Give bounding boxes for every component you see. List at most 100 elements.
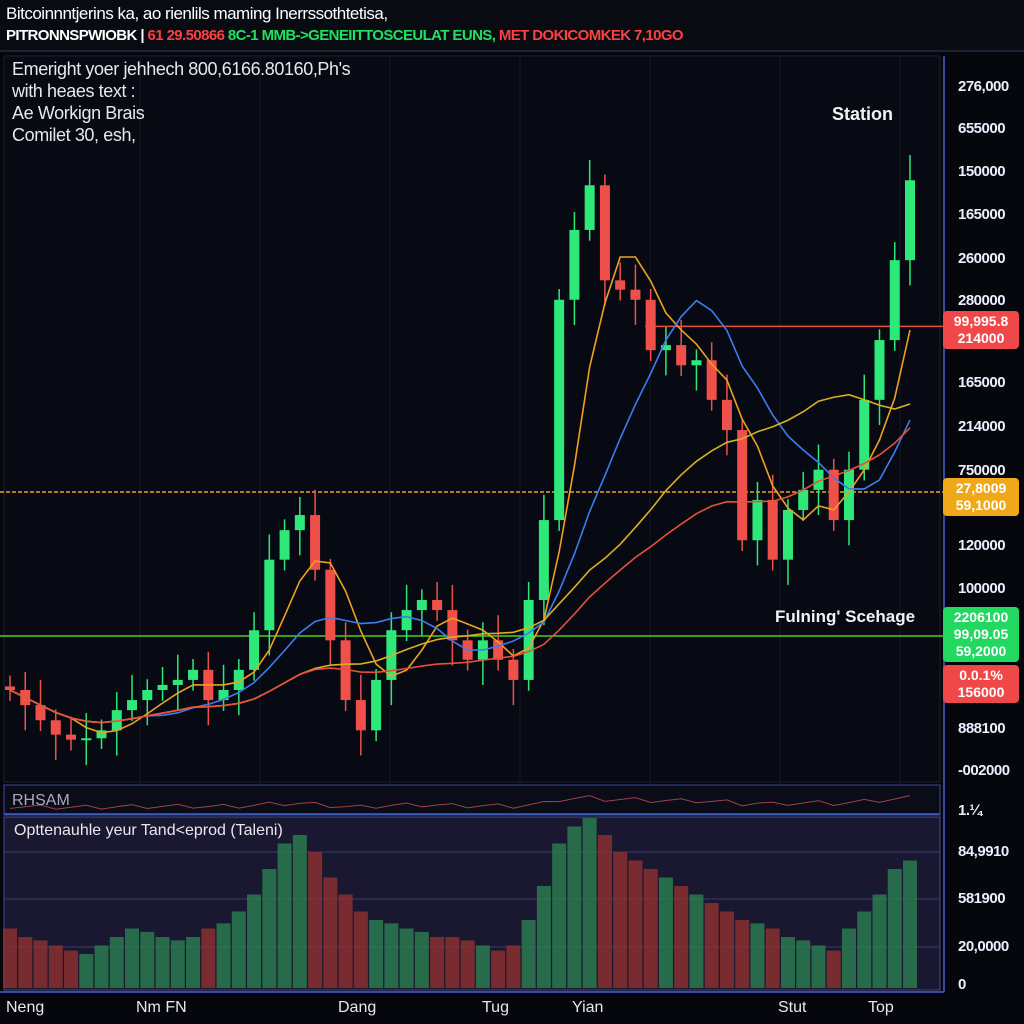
ticker-change: 8C-1 MMB->GENEIITTOSCEULAT EUNS, [227,27,496,44]
price-axis-label: 888100 [958,720,1006,737]
info-line: Ae Workign Brais [12,103,145,123]
volume-bar [3,928,17,988]
candle-down [737,430,748,541]
x-axis-label: Yian [572,999,604,1016]
candle-up [782,510,793,560]
candle-up [157,684,168,690]
volume-bar [186,937,201,988]
candle-up [249,630,260,670]
volume-bar [475,945,490,988]
candle-up [172,679,183,685]
candle-up [218,690,229,701]
volume-bar [308,852,323,988]
candle-down [447,610,458,641]
ticker-price: 61 29.50866 [147,27,225,44]
ticker-symbol: PITRONNSPWIOBK | [6,27,145,44]
info-line: with heaes text : [12,81,136,101]
volume-bar [857,911,872,988]
volume-bar [170,940,185,988]
volume-bar [79,954,94,988]
candle-down [50,720,61,735]
volume-bar [872,894,887,988]
price-badge-green: 2206100 99,09.05 59,2000 [943,607,1019,662]
candle-up [584,185,595,230]
price-axis-label: 120000 [958,537,1006,554]
volume-bar [689,894,704,988]
candle-up [142,690,153,701]
badge-value: 99,09.05 [953,626,1009,642]
volume-bar [277,843,292,988]
volume-bar [48,945,63,988]
candle-up [843,469,854,521]
price-panel [3,55,941,783]
x-axis-label: Stut [778,999,807,1016]
candle-down [767,499,778,560]
candle-up [905,180,915,261]
volume-bar [109,937,124,988]
candle-up [889,260,900,341]
volume-bar [552,843,567,988]
price-axis-label: 150000 [958,163,1006,180]
volume-bar [903,860,917,988]
badge-value: 0.0.1% [959,667,1003,683]
chart-title: Bitcoinnntjerins ka, ao rienlils maming … [6,4,388,23]
moving-average-line [9,427,911,724]
candle-up [401,610,412,631]
moving-average-line [9,299,911,724]
volume-bar [18,937,33,988]
candle-down [310,515,321,570]
price-badge-orange: 27,8009 59,1000 [943,478,1019,516]
x-axis-label: Dang [338,999,377,1016]
volume-bar [384,923,399,988]
candle-up [111,710,122,731]
ticker-line: PITRONNSPWIOBK | 61 29.50866 8C-1 MMB->G… [6,27,684,44]
chart-header: Bitcoinnntjerins ka, ao rienlils maming … [0,0,1024,52]
price-axis-label: 100000 [958,580,1006,597]
volume-bar [292,835,307,988]
moving-average-line [9,256,911,734]
price-axis-label: 655000 [958,120,1006,137]
volume-bar [841,928,856,988]
badge-value: 156000 [957,684,1005,700]
indicator-line [9,795,911,810]
volume-bar [643,869,658,988]
info-panel: Emeright yoer jehhech 800,6166.80160,Ph'… [12,58,351,146]
candle-up [569,229,580,300]
candle-down [645,299,656,351]
candle-up [538,520,549,600]
volume-bar [369,920,384,988]
candle-up [813,469,824,490]
candle-down [325,569,336,641]
candle-up [660,345,671,351]
candle-down [5,686,15,690]
volume-bar [628,860,643,988]
candle-up [264,559,275,631]
volume-bar [780,937,795,988]
volume-bar [338,894,353,988]
indicator-panel [3,784,941,816]
funding-label: Fulning' Scehage [775,607,916,626]
badge-value: 2206100 [953,609,1009,625]
volume-bar [399,928,414,988]
volume-bar [826,950,841,988]
indicator-label: RHSAM [12,792,70,809]
volume-bar [536,886,551,988]
candle-up [691,360,702,366]
candle-up [294,515,305,531]
price-axis-label: 280000 [958,292,1006,309]
station-label: Station [832,104,893,124]
indicator-axis-label: 1.¼ [958,802,982,819]
candle-up [554,299,565,521]
volume-bar [704,903,719,988]
candle-down [355,700,366,731]
volume-bar [33,940,48,988]
candle-down [432,600,443,611]
volume-bar [353,911,368,988]
price-badge-red-2: 0.0.1% 156000 [943,665,1019,703]
volume-bar [231,911,246,988]
price-axis-label: 165000 [958,206,1006,223]
candle-up [798,489,809,510]
candle-up [523,600,534,680]
candle-up [874,340,885,400]
